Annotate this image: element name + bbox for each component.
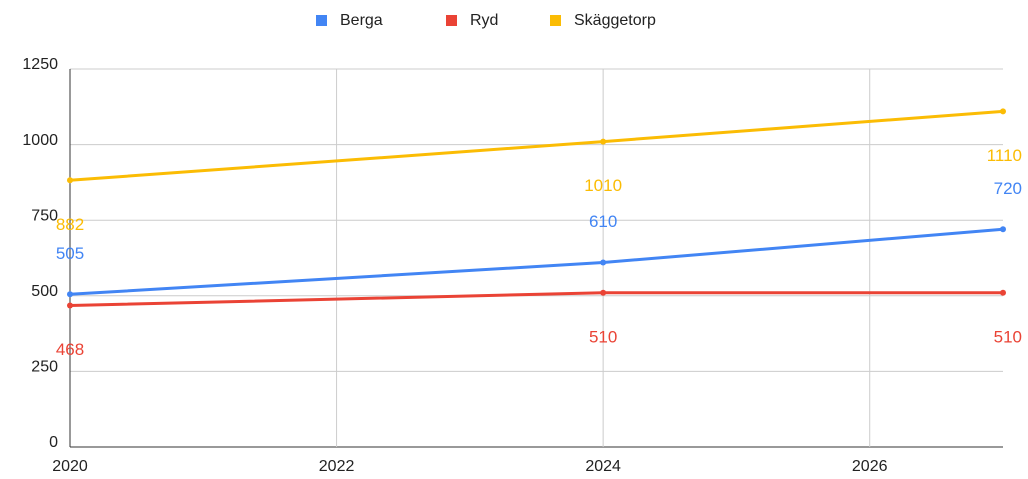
x-tick-label: 2020 bbox=[52, 458, 88, 475]
line bbox=[69, 291, 1003, 307]
y-tick-label: 500 bbox=[31, 283, 58, 300]
data-label: 1010 bbox=[584, 176, 622, 195]
data-label: 882 bbox=[56, 215, 84, 234]
legend-swatch bbox=[550, 15, 561, 26]
y-tick-label: 1250 bbox=[22, 56, 58, 73]
line bbox=[69, 109, 1004, 182]
point bbox=[600, 259, 607, 266]
data-label: 720 bbox=[994, 179, 1022, 198]
data-label: 510 bbox=[589, 327, 617, 346]
point bbox=[67, 302, 73, 309]
legend-label: Ryd bbox=[470, 12, 498, 29]
x-tick-label: 2022 bbox=[319, 458, 355, 475]
point bbox=[1000, 226, 1006, 233]
x-tick-label: 2026 bbox=[852, 458, 888, 475]
y-tick-label: 750 bbox=[31, 207, 58, 224]
point bbox=[600, 138, 607, 145]
data-label: 505 bbox=[56, 244, 84, 263]
y-tick-label: 250 bbox=[31, 359, 58, 376]
legend-swatch bbox=[316, 15, 327, 26]
point bbox=[1000, 289, 1006, 296]
legend-label: Berga bbox=[340, 12, 383, 29]
point bbox=[1000, 108, 1006, 115]
point bbox=[67, 177, 73, 184]
data-label: 1110 bbox=[987, 146, 1022, 165]
point bbox=[600, 289, 607, 296]
line bbox=[69, 227, 1004, 296]
x-tick-label: 2024 bbox=[585, 458, 621, 475]
data-label: 610 bbox=[589, 212, 617, 231]
data-label: 468 bbox=[56, 340, 84, 359]
point bbox=[67, 291, 73, 298]
y-tick-label: 1000 bbox=[22, 132, 58, 149]
legend-label: Skäggetorp bbox=[574, 12, 656, 29]
data-label: 510 bbox=[994, 327, 1022, 346]
y-tick-label: 0 bbox=[49, 434, 58, 451]
legend-swatch bbox=[446, 15, 457, 26]
